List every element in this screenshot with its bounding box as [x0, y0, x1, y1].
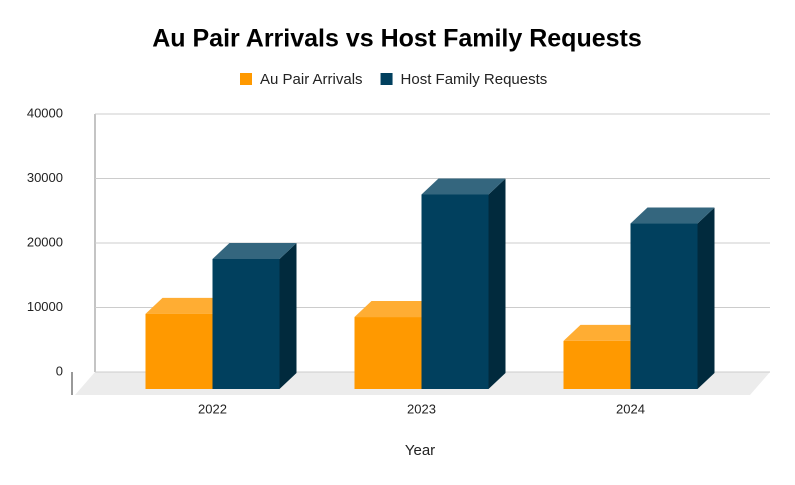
y-tick-label: 40000 — [27, 105, 63, 120]
legend-swatch — [380, 73, 393, 85]
x-axis-label: Year — [405, 442, 435, 459]
y-tick-label: 0 — [56, 363, 63, 378]
legend-label: Au Pair Arrivals — [260, 71, 363, 88]
chart-title: Au Pair Arrivals vs Host Family Requests — [152, 25, 642, 53]
x-tick-label: 2022 — [198, 401, 227, 416]
y-tick-label: 10000 — [27, 299, 63, 314]
legend-label: Host Family Requests — [401, 71, 548, 88]
bar — [212, 243, 297, 389]
bar — [630, 207, 715, 389]
y-tick-label: 30000 — [27, 170, 63, 185]
x-tick-label: 2023 — [407, 401, 436, 416]
bar — [421, 178, 506, 389]
x-tick-label: 2024 — [616, 401, 645, 416]
y-tick-label: 20000 — [27, 234, 63, 249]
legend-swatch — [240, 73, 252, 85]
